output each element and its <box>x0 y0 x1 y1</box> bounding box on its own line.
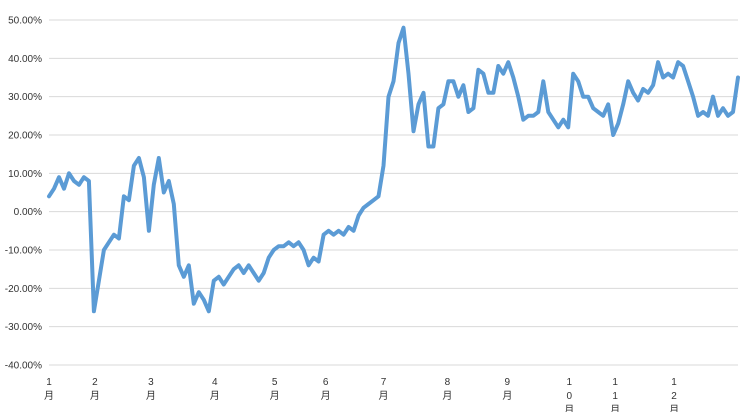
y-tick-label: -30.00% <box>5 322 42 333</box>
y-tick-label: 10.00% <box>8 169 42 180</box>
y-tick-label: 50.00% <box>8 16 42 27</box>
y-tick-label: 20.00% <box>8 131 42 142</box>
y-tick-label: -40.00% <box>5 361 42 372</box>
y-tick-label: 40.00% <box>8 54 42 65</box>
y-tick-label: -20.00% <box>5 284 42 295</box>
y-tick-label: 30.00% <box>8 92 42 103</box>
y-tick-label: -10.00% <box>5 246 42 257</box>
y-tick-label: 0.00% <box>14 207 42 218</box>
series-line <box>47 25 740 314</box>
